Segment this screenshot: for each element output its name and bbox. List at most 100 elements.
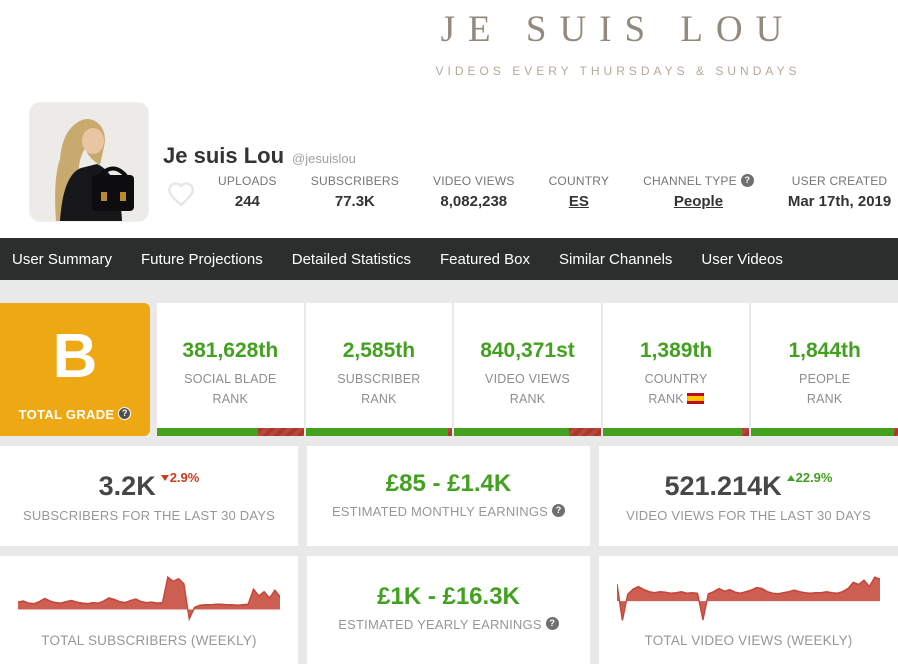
total-subscribers-weekly-card: TOTAL SUBSCRIBERS (WEEKLY)	[0, 556, 298, 664]
stat-channel-type-link[interactable]: People	[673, 193, 724, 210]
nav-detailed-statistics[interactable]: Detailed Statistics	[291, 250, 411, 268]
rank-label-bottom: RANK	[806, 392, 843, 406]
channel-handle: @jesuislou	[292, 151, 356, 166]
up-arrow-icon	[786, 474, 795, 481]
people-rank-value: 1,844th	[788, 339, 861, 362]
grade-label: TOTAL GRADE	[0, 407, 150, 422]
yearly-earnings-help-icon[interactable]	[545, 617, 559, 630]
total-video-views-weekly-card: TOTAL VIDEO VIEWS (WEEKLY)	[599, 556, 898, 664]
country-rank-value: 1,389th	[639, 339, 713, 362]
grade-letter: B	[52, 322, 98, 391]
subscribers-change-percent: 2.9%	[169, 470, 200, 485]
dashboard: B TOTAL GRADE 381,628th SOCIAL BLADE RAN…	[0, 280, 898, 664]
people-rank-card: 1,844th PEOPLE RANK	[751, 303, 898, 436]
stat-uploads-value: 244	[234, 193, 260, 210]
social-blade-rank-label: SOCIAL BLADE RANK	[157, 369, 304, 409]
monthly-earnings-label: ESTIMATED MONTHLY EARNINGS	[307, 504, 590, 519]
total-video-views-weekly-label: TOTAL VIDEO VIEWS (WEEKLY)	[644, 633, 853, 648]
people-rank-label: PEOPLE RANK	[751, 369, 898, 409]
stat-video-views-label: VIDEO VIEWS	[433, 174, 515, 188]
rank-label-bottom: RANK	[361, 392, 397, 406]
stat-subscribers: SUBSCRIBERS 77.3K	[311, 174, 399, 210]
rank-label-bottom: RANK	[509, 392, 546, 406]
social-blade-rank-value: 381,628th	[182, 339, 279, 362]
total-subscribers-weekly-label: TOTAL SUBSCRIBERS (WEEKLY)	[41, 633, 257, 648]
stat-user-created-value: Mar 17th, 2019	[787, 193, 892, 210]
nav-user-videos[interactable]: User Videos	[701, 250, 783, 268]
banner-tagline: VIDEOS EVERY THURSDAYS & SUNDAYS	[435, 64, 801, 78]
avatar-image	[30, 103, 148, 221]
video-views-rank-card: 840,371st VIDEO VIEWS RANK	[454, 303, 601, 436]
grade-label-text: TOTAL GRADE	[18, 407, 115, 422]
nav-featured-box[interactable]: Featured Box	[439, 250, 531, 268]
yearly-earnings-value: £1K - £16.3K	[377, 583, 520, 610]
nav-similar-channels[interactable]: Similar Channels	[559, 250, 673, 268]
rank-label-top: COUNTRY	[644, 372, 708, 386]
subscribers-30-days-value: 3.2K	[98, 470, 156, 501]
rank-label-top: VIDEO VIEWS	[485, 372, 570, 386]
rank-progress-bar	[454, 428, 601, 436]
subscriber-rank-label: SUBSCRIBER RANK	[306, 369, 453, 409]
video-views-30-days-label: VIDEO VIEWS FOR THE LAST 30 DAYS	[626, 507, 871, 523]
rank-label-top: SUBSCRIBER	[337, 372, 421, 386]
yearly-earnings-card: £1K - £16.3K ESTIMATED YEARLY EARNINGS	[307, 556, 590, 664]
stat-video-views: VIDEO VIEWS 8,082,238	[433, 174, 515, 210]
total-grade-card: B TOTAL GRADE	[0, 303, 150, 436]
profile-stats-row: UPLOADS 244 SUBSCRIBERS 77.3K VIDEO VIEW…	[166, 174, 898, 213]
monthly-earnings-value: £85 - £1.4K	[385, 470, 512, 497]
stat-channel-type-label: CHANNEL TYPE	[643, 174, 754, 188]
total-video-views-sparkline	[616, 576, 881, 621]
monthly-earnings-help-icon[interactable]	[552, 504, 566, 517]
monthly-earnings-card: £85 - £1.4K ESTIMATED MONTHLY EARNINGS	[307, 446, 590, 546]
stat-user-created-label: USER CREATED	[791, 174, 888, 188]
avatar	[30, 103, 148, 221]
rank-progress-bar	[305, 428, 453, 436]
stat-subscribers-label: SUBSCRIBERS	[310, 174, 399, 188]
yearly-earnings-label: ESTIMATED YEARLY EARNINGS	[307, 617, 590, 632]
social-blade-rank-card: 381,628th SOCIAL BLADE RANK	[157, 303, 304, 436]
rank-label-bottom: RANK	[212, 392, 249, 406]
subscribers-change-badge: 2.9%	[160, 470, 200, 485]
total-subscribers-sparkline	[17, 575, 281, 622]
down-arrow-icon	[160, 474, 169, 481]
stat-user-created: USER CREATED Mar 17th, 2019	[788, 174, 891, 210]
country-rank-card: 1,389th COUNTRY RANK	[602, 303, 750, 436]
subscriber-rank-value: 2,585th	[342, 339, 416, 362]
stat-channel-type: CHANNEL TYPE People	[643, 174, 754, 210]
channel-name-row: Je suis Lou @jesuislou	[163, 143, 356, 169]
yearly-earnings-label-text: ESTIMATED YEARLY EARNINGS	[338, 617, 542, 632]
stat-country: COUNTRY ES	[549, 174, 610, 210]
monthly-earnings-label-text: ESTIMATED MONTHLY EARNINGS	[331, 504, 549, 519]
stat-country-link[interactable]: ES	[568, 193, 589, 210]
stat-channel-type-label-text: CHANNEL TYPE	[643, 174, 737, 188]
video-views-30-days-value: 521.214K	[664, 470, 782, 501]
video-views-change-badge: 22.9%	[786, 470, 833, 485]
main-nav: User Summary Future Projections Detailed…	[0, 238, 898, 280]
subscriber-rank-card: 2,585th SUBSCRIBER RANK	[305, 303, 453, 436]
rank-progress-bar	[751, 428, 898, 436]
rank-progress-bar	[602, 428, 750, 436]
rank-label-top: PEOPLE	[799, 372, 851, 386]
video-views-rank-label: VIDEO VIEWS RANK	[454, 369, 601, 409]
stat-uploads: UPLOADS 244	[218, 174, 277, 210]
rank-label-top: SOCIAL BLADE	[184, 372, 277, 386]
heart-icon	[168, 182, 194, 207]
stat-video-views-value: 8,082,238	[440, 193, 508, 210]
channel-type-help-icon[interactable]	[740, 174, 754, 187]
grade-help-icon[interactable]	[118, 407, 132, 420]
nav-future-projections[interactable]: Future Projections	[141, 250, 263, 268]
banner-logo-text: JE SUIS LOU	[440, 9, 796, 50]
favorite-button[interactable]	[166, 180, 196, 213]
stat-subscribers-value: 77.3K	[334, 193, 375, 210]
channel-banner: JE SUIS LOU VIDEOS EVERY THURSDAYS & SUN…	[0, 0, 898, 90]
rank-cards: 381,628th SOCIAL BLADE RANK 2,585th SUBS…	[157, 303, 898, 436]
spain-flag-icon	[686, 393, 704, 404]
profile-header: Je suis Lou @jesuislou UPLOADS 244 SUBSC…	[0, 90, 898, 238]
subscribers-30-days-label: SUBSCRIBERS FOR THE LAST 30 DAYS	[22, 507, 276, 523]
nav-user-summary[interactable]: User Summary	[12, 250, 113, 268]
stat-uploads-label: UPLOADS	[218, 174, 277, 188]
country-rank-label: COUNTRY RANK	[603, 369, 750, 409]
stat-country-label: COUNTRY	[548, 174, 610, 188]
video-views-change-percent: 22.9%	[795, 470, 833, 485]
